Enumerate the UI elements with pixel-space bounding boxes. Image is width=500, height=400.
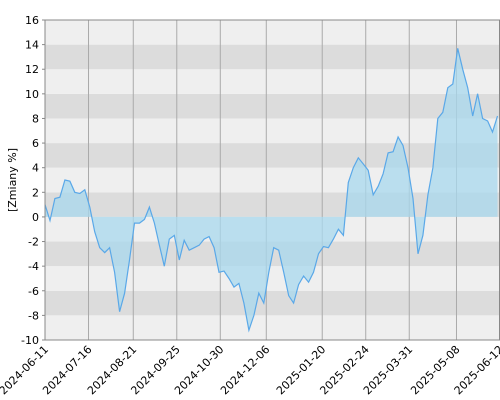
y-tick-label: 6 (32, 137, 39, 150)
y-tick-label: -2 (28, 236, 39, 249)
y-tick-label: 14 (25, 39, 39, 52)
grid-band (45, 192, 500, 217)
y-tick-label: 10 (25, 88, 39, 101)
grid-band (45, 20, 500, 45)
y-tick-label: -6 (28, 285, 39, 298)
area (45, 48, 498, 331)
y-tick-label: -4 (28, 260, 39, 273)
grid-band (45, 69, 500, 94)
y-tick-label: -8 (28, 309, 39, 322)
y-tick-label: 4 (32, 162, 39, 175)
grid-band (45, 290, 500, 316)
x-tick-label: 2024-12-06 (218, 343, 272, 397)
y-tick-label: 8 (32, 112, 39, 125)
grid-band (45, 44, 500, 70)
grid-band (45, 315, 500, 340)
line (44, 48, 499, 333)
y-tick-label: 16 (25, 14, 39, 27)
grid-band (45, 143, 500, 168)
grid-band (45, 118, 500, 144)
y-tick-label: 0 (32, 211, 39, 224)
grid-band (45, 93, 500, 119)
y-tick-label: -10 (21, 334, 39, 347)
y-tick-label: 12 (25, 63, 39, 76)
grid-band (45, 266, 500, 291)
y-axis-label: [Zmiany %] (6, 148, 19, 212)
grid-band (45, 167, 500, 193)
y-tick-label: 2 (32, 186, 39, 199)
